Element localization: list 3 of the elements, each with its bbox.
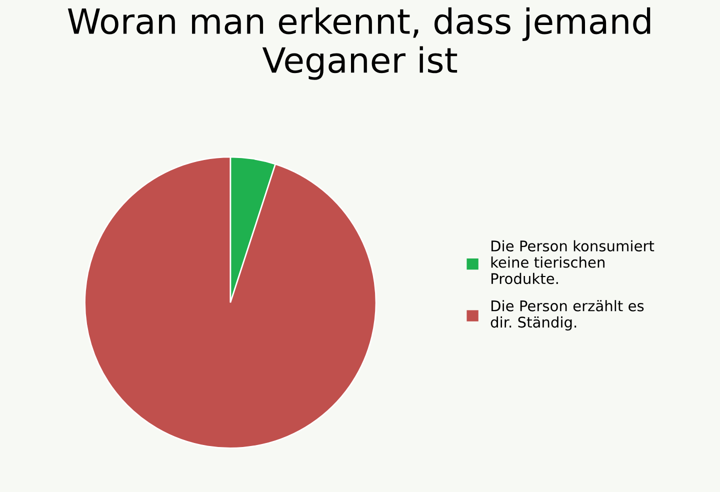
chart-title: Woran man erkennt, dass jemand Veganer ist [68, 7, 650, 80]
legend-label: Die Person konsumiert keine tierischen Produkte. [491, 240, 654, 284]
legend-label: Die Person erzählt es dir. Ständig. [490, 300, 644, 331]
